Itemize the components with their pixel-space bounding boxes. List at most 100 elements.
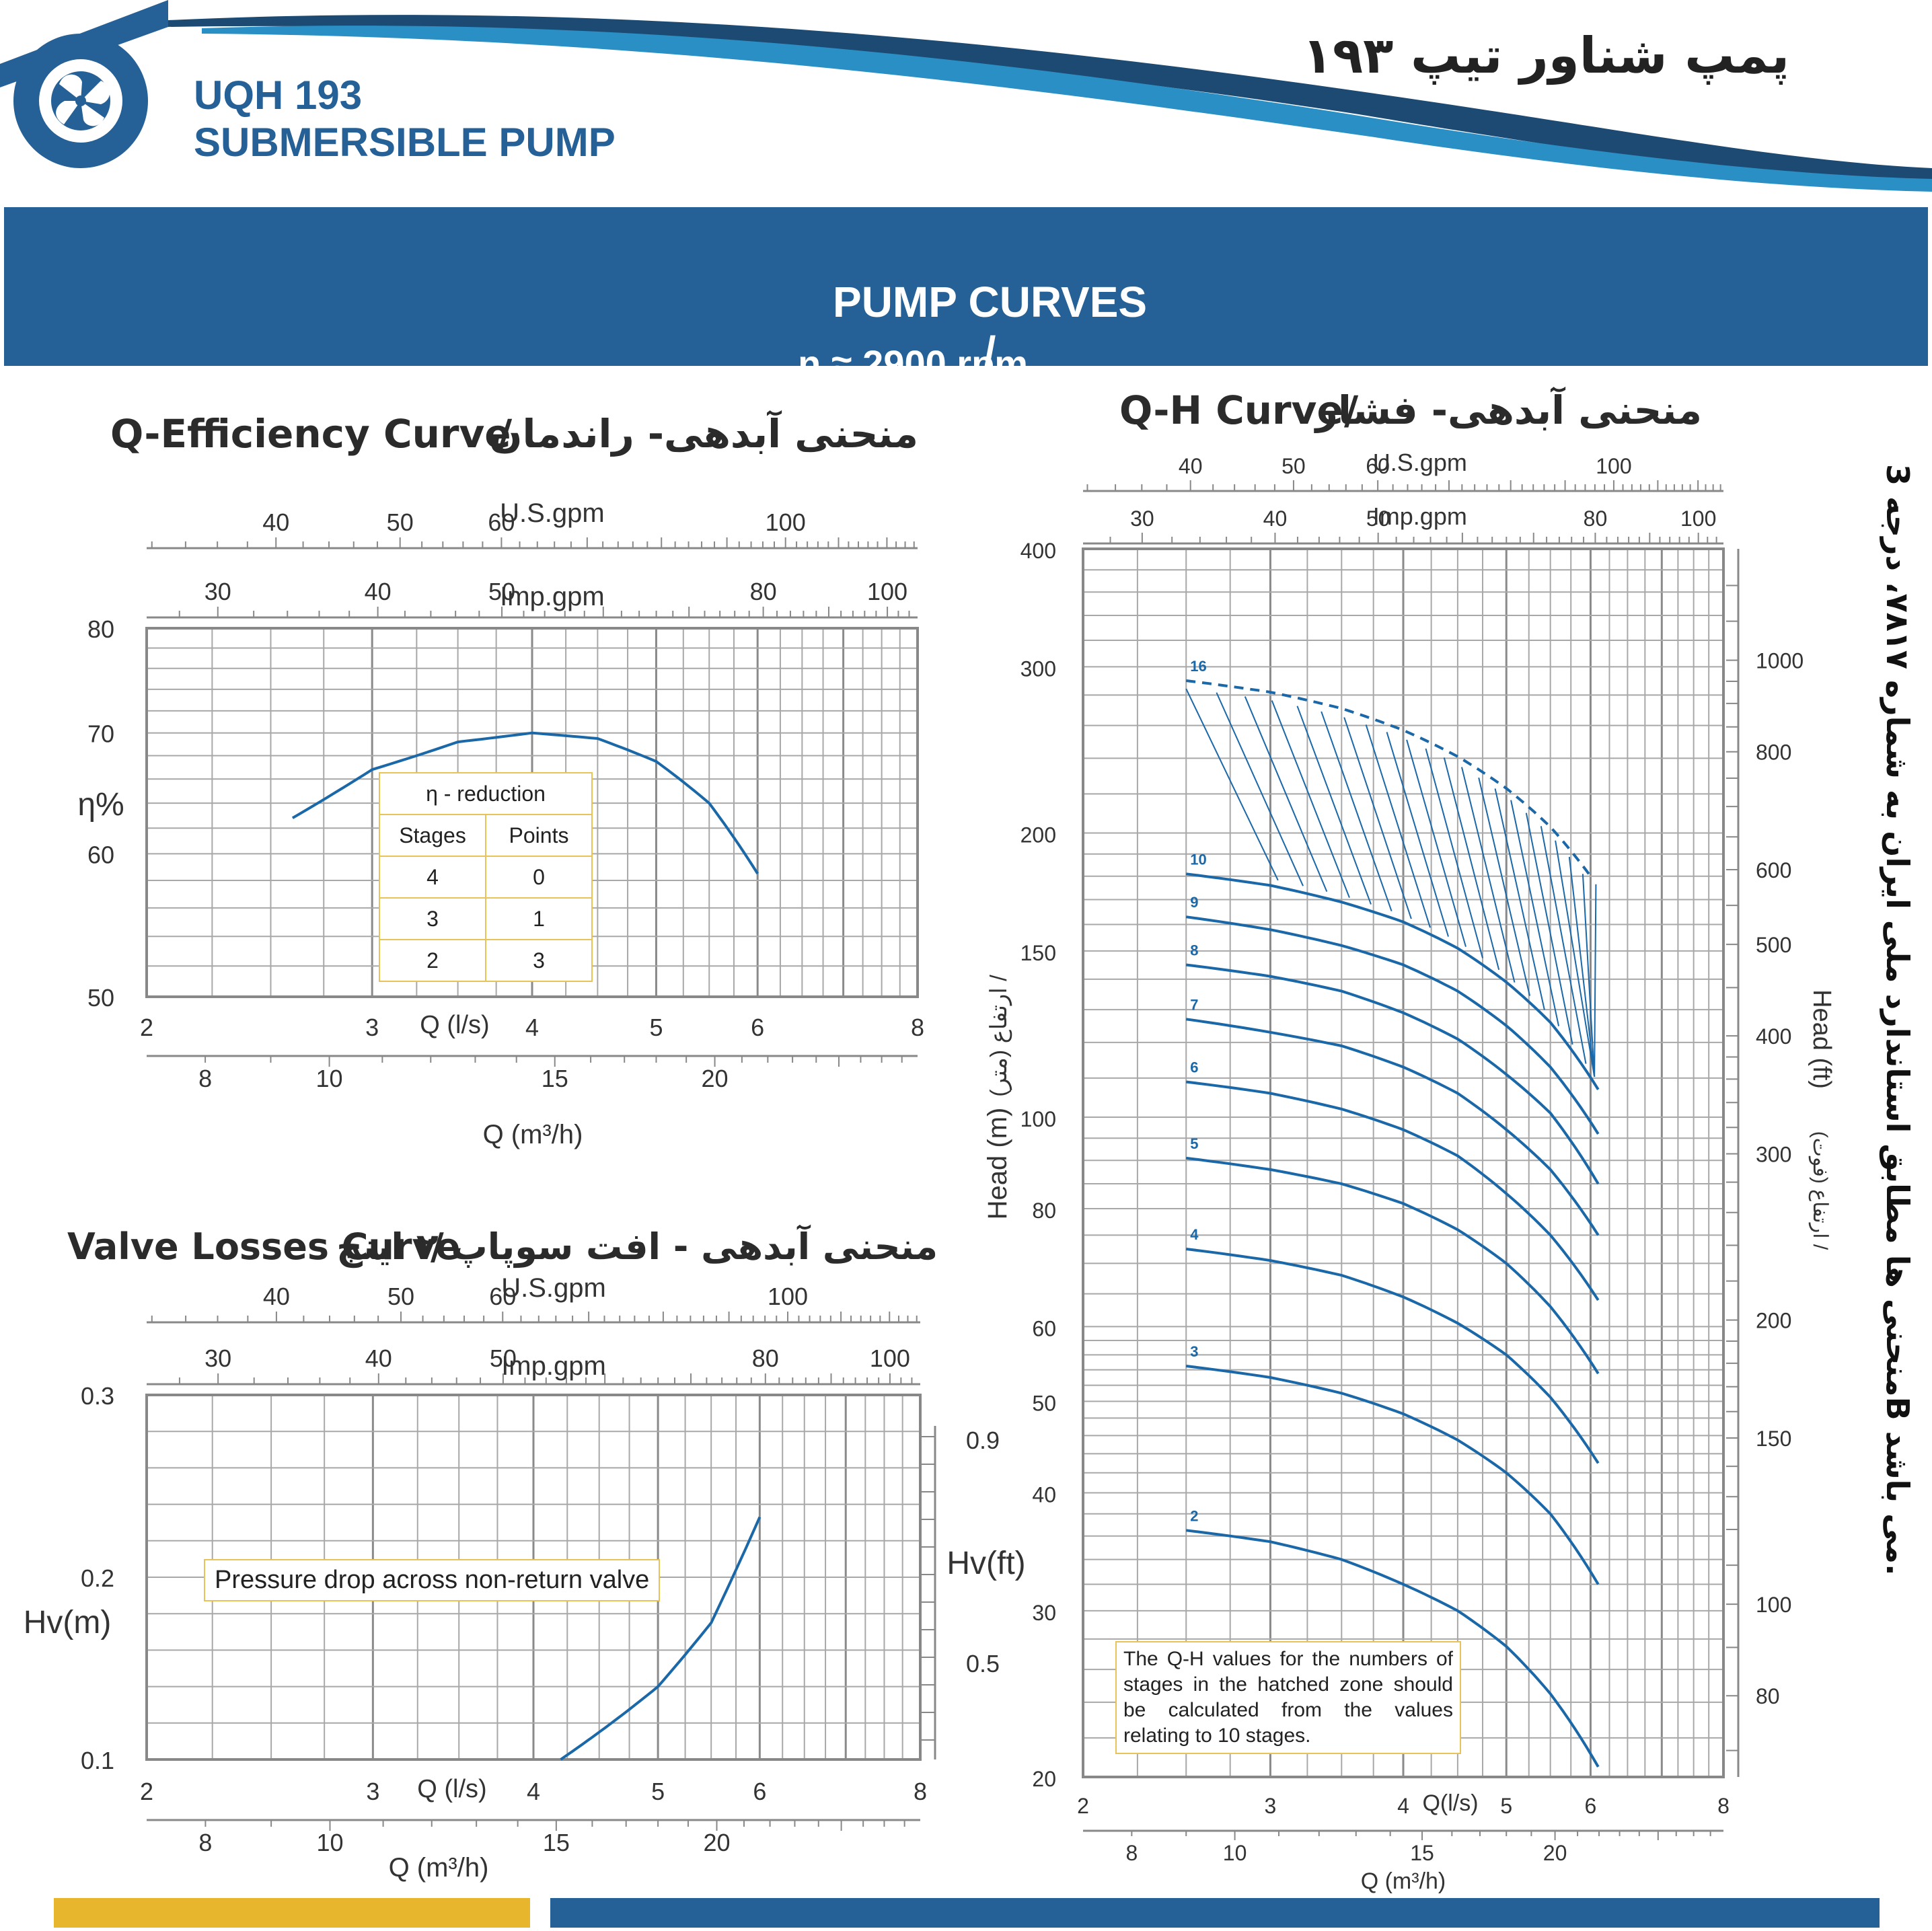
- m3h-tick-label: 15: [543, 1829, 570, 1856]
- qh-curve-stage: [1185, 1365, 1600, 1585]
- eff-title-fa: منحنی آبدهی- راندمان: [489, 410, 918, 457]
- usgpm-tick-label: 40: [263, 1283, 290, 1310]
- hatch-line: [1460, 767, 1516, 983]
- qh-curve-stage: [1185, 1529, 1600, 1768]
- hatch-line: [1568, 856, 1596, 1077]
- valve-right-axis-title: Hv(ft): [946, 1546, 1025, 1581]
- hatch-line: [1386, 732, 1449, 937]
- hatch-line: [1343, 717, 1412, 919]
- table-cell: 2: [379, 939, 486, 982]
- valve-title-fa: منحنی آبدهی - افت سوپاپ ۲ اینچ: [336, 1224, 938, 1268]
- qh-ls-tick-label: 8: [1717, 1794, 1730, 1818]
- eff-y-tick-label: 80: [87, 615, 114, 643]
- usgpm-tick-label: 60: [1366, 454, 1390, 478]
- qh-y-tick-label: 50: [1032, 1391, 1056, 1415]
- impgpm-tick-label: 40: [365, 578, 392, 605]
- qh-right-tick-label: 100: [1756, 1593, 1791, 1617]
- valve-title-sep: /: [431, 1225, 444, 1268]
- qh-y-tick-label: 100: [1020, 1107, 1056, 1131]
- stage-label: 6: [1190, 1059, 1198, 1075]
- usgpm-tick-label: 100: [766, 508, 806, 536]
- stage-label: 2: [1190, 1507, 1198, 1524]
- valve-losses-chart: Valve Losses Curve/منحنی آبدهی - افت سوپ…: [24, 1224, 1026, 1883]
- hatch-line: [1244, 696, 1328, 893]
- hatch-line: [1271, 700, 1350, 898]
- hatch-line: [1494, 788, 1545, 1010]
- qh-curve-stage: [1185, 1248, 1600, 1464]
- qh-right-tick-label: 80: [1756, 1684, 1780, 1708]
- valve-right-tick-label: 0.9: [966, 1427, 1000, 1454]
- brand-line-2: SUBMERSIBLE PUMP: [194, 120, 616, 165]
- col-stages: Stages: [379, 814, 486, 857]
- hatch-line: [1540, 826, 1587, 1064]
- impgpm-tick-label: 50: [1366, 506, 1390, 531]
- qh-curve-stage: [1185, 915, 1600, 1135]
- impgpm-tick-label: 40: [1263, 506, 1288, 531]
- qh-curve-stage: [1185, 1018, 1600, 1236]
- impgpm-tick-label: 50: [490, 1345, 517, 1372]
- impgpm-tick-label: 80: [750, 578, 777, 605]
- impgpm-tick-label: 100: [1680, 506, 1716, 531]
- usgpm-axis-title: U.S.gpm: [501, 1273, 606, 1303]
- eff-y-tick-label: 60: [87, 841, 114, 868]
- table-cell: 3: [485, 939, 593, 982]
- usgpm-tick-label: 50: [387, 508, 414, 536]
- qh-right-tick-label: 400: [1756, 1024, 1791, 1049]
- stage-label: 3: [1190, 1343, 1198, 1360]
- stage-label: 16: [1190, 658, 1206, 675]
- qh-right-tick-label: 500: [1756, 933, 1791, 957]
- impgpm-tick-label: 30: [205, 1345, 231, 1372]
- usgpm-axis-title: U.S.gpm: [500, 498, 605, 528]
- plot-frame: [145, 627, 919, 998]
- qh-y-tick-label: 300: [1020, 656, 1056, 681]
- impgpm-tick-label: 30: [205, 578, 231, 605]
- usgpm-tick-label: 40: [1179, 454, 1203, 478]
- qh-title-sep: /: [1344, 387, 1359, 433]
- plot-frame: [145, 1394, 922, 1761]
- ls-tick-label: 8: [914, 1778, 927, 1805]
- ls-tick-label: 6: [753, 1778, 766, 1805]
- qh-curve-stage: [1185, 679, 1592, 877]
- qh-y-tick-label: 30: [1032, 1601, 1056, 1625]
- efficiency-curve: [291, 731, 759, 874]
- stage-label: 4: [1190, 1226, 1199, 1243]
- hatch-line: [1555, 840, 1596, 1077]
- table-cell: 1: [485, 897, 593, 940]
- table-cell: 4: [379, 856, 486, 899]
- hatch-line: [1216, 692, 1304, 886]
- qh-m3h-tick-label: 8: [1125, 1841, 1138, 1865]
- qh-y-axis-title: Head (m): [983, 1108, 1012, 1220]
- qh-right-axis-title-fa: ارتفاع (فوت) /: [1808, 1131, 1831, 1250]
- impgpm-axis-title: Imp.gpm: [500, 582, 605, 611]
- header: UQH 193 SUBMERSIBLE PUMP پمپ شناور تیپ ۱…: [0, 0, 1932, 192]
- valve-y-axis-title: Hv(m): [24, 1605, 112, 1640]
- valve-right-tick-label: 0.5: [966, 1650, 1000, 1677]
- qh-ls-tick-label: 4: [1397, 1794, 1409, 1818]
- fan-blade-logo: [0, 0, 168, 168]
- qh-m3h-axis-title: Q (m³/h): [1361, 1868, 1446, 1894]
- footer-bar-yellow: [54, 1898, 530, 1928]
- qh-curve-stage: [1185, 1080, 1600, 1301]
- ls-tick-label: 2: [140, 1778, 153, 1805]
- hatch-line: [1525, 812, 1573, 1045]
- hatch-line: [1478, 778, 1531, 996]
- impgpm-tick-label: 30: [1130, 506, 1154, 531]
- eta-reduction-table: η - reduction Stages Points 4 0 3 1 2 3: [379, 772, 593, 982]
- m3h-tick-label: 10: [316, 1065, 343, 1092]
- qh-ls-tick-label: 5: [1500, 1794, 1512, 1818]
- usgpm-tick-label: 50: [387, 1283, 414, 1310]
- band-speed-en: n ≈ 2900 rpm: [798, 342, 1029, 385]
- impgpm-tick-label: 80: [1584, 506, 1608, 531]
- valve-annotation: Pressure drop across non-return valve: [204, 1559, 661, 1601]
- qh-y-tick-label: 200: [1020, 823, 1056, 847]
- ls-tick-label: 3: [366, 1778, 379, 1805]
- eff-y-tick-label: 70: [87, 720, 114, 748]
- qh-curve-stage: [1185, 963, 1600, 1185]
- qh-y-tick-label: 20: [1032, 1767, 1056, 1791]
- valve-y-tick-label: 0.1: [81, 1747, 114, 1774]
- qh-annotation: The Q-H values for the numbers of stages…: [1115, 1641, 1461, 1754]
- m3h-tick-label: 20: [703, 1829, 730, 1856]
- table-cell: 0: [485, 856, 593, 899]
- ls-tick-label: 3: [365, 1014, 379, 1041]
- qh-right-tick-label: 150: [1756, 1427, 1791, 1451]
